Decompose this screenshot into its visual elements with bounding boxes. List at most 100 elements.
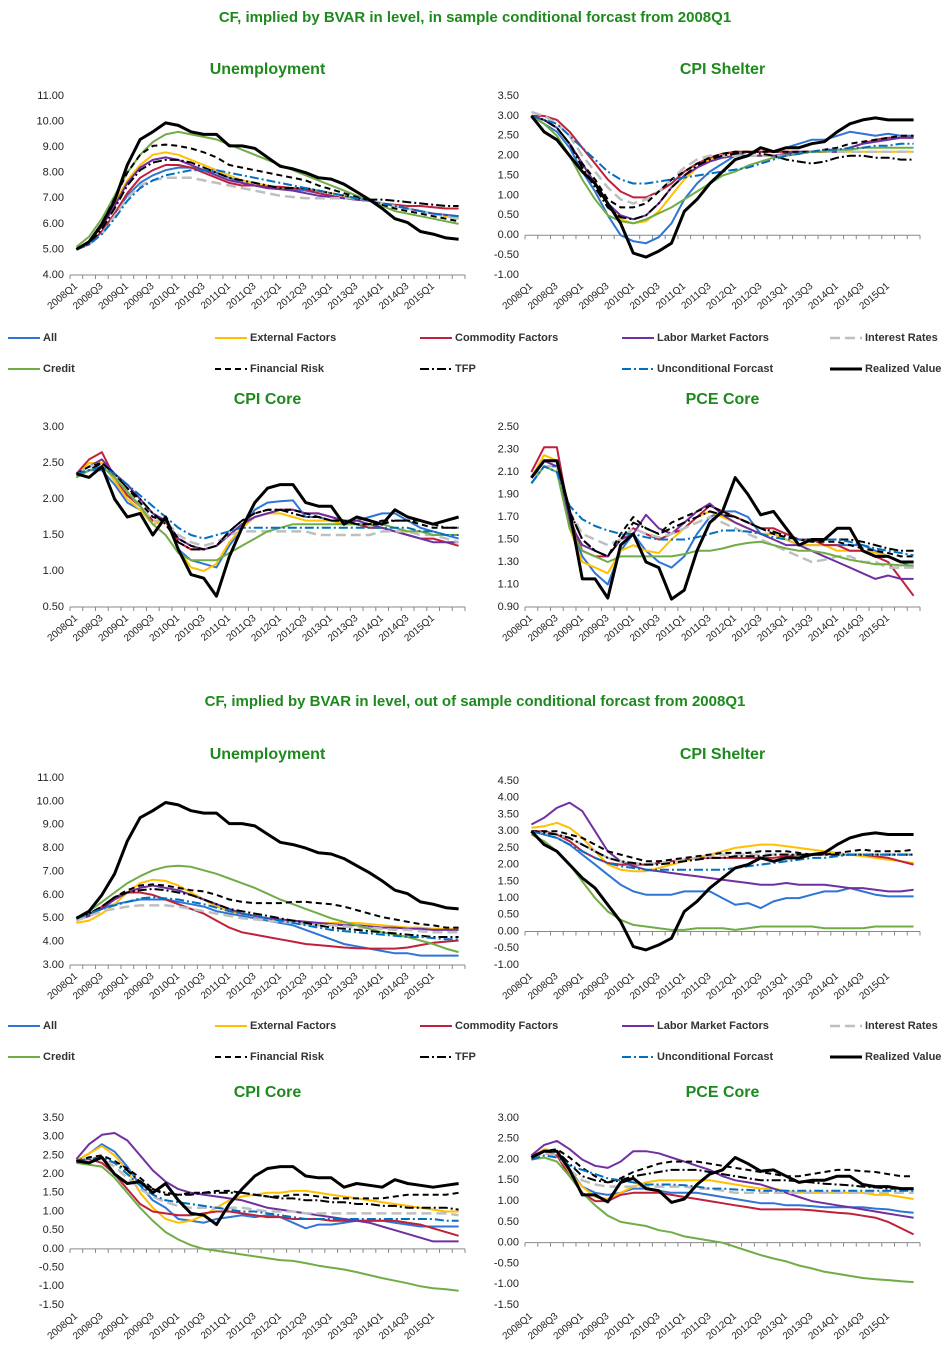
y-tick-label: 2.50	[498, 130, 519, 142]
y-tick-label: 1.90	[498, 488, 519, 500]
y-tick-label: 2.50	[498, 421, 519, 433]
series-line	[76, 884, 459, 931]
legend-label: Labor Market Factors	[657, 332, 769, 344]
series-line	[530, 465, 914, 567]
series-line	[530, 459, 914, 558]
y-tick-label: 0.00	[498, 229, 519, 241]
y-tick-label: -0.50	[494, 942, 519, 954]
chart-title: CPI Core	[234, 391, 302, 408]
y-tick-label: 3.00	[43, 1131, 64, 1143]
y-tick-label: 0.50	[43, 1224, 64, 1236]
legend-label: All	[43, 332, 57, 344]
series-line	[76, 896, 459, 941]
series-line	[530, 830, 914, 952]
series-line	[531, 1154, 914, 1192]
y-tick-label: 0.00	[498, 1237, 519, 1249]
y-tick-label: 6.00	[43, 889, 64, 901]
y-tick-label: 4.50	[498, 775, 519, 787]
series-line	[75, 904, 459, 934]
y-tick-label: 1.00	[43, 565, 64, 577]
y-tick-label: 11.00	[37, 772, 64, 784]
y-tick-label: 6.00	[43, 218, 64, 230]
legend-label: External Factors	[250, 332, 336, 344]
y-tick-label: 1.50	[498, 1174, 519, 1186]
series-line	[530, 115, 914, 225]
y-tick-label: 2.00	[498, 859, 519, 871]
series-line	[75, 469, 459, 569]
y-tick-label: -1.00	[494, 269, 519, 281]
series-line	[530, 465, 914, 557]
series-line	[530, 833, 914, 931]
y-tick-label: 1.30	[498, 556, 519, 568]
series-line	[76, 1155, 459, 1227]
legend-label: Realized Value	[865, 363, 941, 375]
chart-title: CPI Shelter	[680, 746, 765, 763]
y-tick-label: 2.30	[498, 443, 519, 455]
series-line	[75, 1143, 459, 1230]
legend-label: Financial Risk	[250, 363, 325, 375]
y-tick-label: 8.00	[43, 167, 64, 179]
series-line	[531, 830, 914, 871]
y-tick-label: -0.50	[494, 1257, 519, 1269]
series-line	[75, 864, 459, 954]
y-tick-label: 1.00	[498, 892, 519, 904]
series-line	[76, 169, 459, 251]
series-line	[76, 1154, 459, 1200]
series-line	[76, 465, 459, 540]
legend-label: Interest Rates	[865, 332, 938, 344]
y-tick-label: 2.00	[43, 1168, 64, 1180]
chart-title: Unemployment	[210, 746, 326, 763]
series-line	[76, 898, 459, 957]
y-tick-label: 1.50	[498, 533, 519, 545]
y-tick-label: 3.00	[498, 1112, 519, 1124]
y-tick-label: 10.00	[36, 795, 64, 807]
chart-title: CPI Core	[234, 1084, 302, 1101]
y-tick-label: -0.50	[494, 249, 519, 261]
y-tick-label: 8.00	[43, 842, 64, 854]
section-title: CF, implied by BVAR in level, in sample …	[219, 9, 731, 26]
series-line	[531, 830, 914, 863]
series-line	[75, 1145, 459, 1224]
y-tick-label: 2.50	[498, 1133, 519, 1145]
chart-title: PCE Core	[686, 1084, 760, 1101]
series-line	[530, 1148, 914, 1184]
y-tick-label: -1.00	[39, 1280, 64, 1292]
series-line	[530, 1150, 914, 1191]
legend-label: Unconditional Forcast	[657, 1051, 773, 1063]
y-tick-label: 4.00	[43, 936, 64, 948]
y-tick-label: 0.90	[498, 601, 519, 613]
y-tick-label: 1.50	[43, 1187, 64, 1199]
y-tick-label: 0.00	[498, 925, 519, 937]
y-tick-label: 2.00	[498, 1153, 519, 1165]
y-tick-label: 1.50	[43, 529, 64, 541]
series-line	[530, 465, 915, 586]
y-tick-label: 10.00	[36, 115, 64, 127]
series-line	[531, 114, 914, 221]
y-tick-label: 5.00	[43, 243, 64, 255]
series-line	[76, 1161, 459, 1292]
legend-label: Unconditional Forcast	[657, 363, 773, 375]
legend-label: Realized Value	[865, 1051, 941, 1063]
legend-label: Financial Risk	[250, 1051, 325, 1063]
y-tick-label: 2.50	[43, 457, 64, 469]
y-tick-label: 0.50	[498, 1216, 519, 1228]
legend-label: Labor Market Factors	[657, 1020, 769, 1032]
series-line	[531, 114, 914, 209]
series-line	[531, 1156, 914, 1284]
y-tick-label: 7.00	[43, 865, 64, 877]
series-line	[531, 1150, 915, 1236]
y-tick-label: 1.50	[498, 169, 519, 181]
y-tick-label: 7.00	[43, 192, 64, 204]
y-tick-label: 2.00	[43, 493, 64, 505]
series-line	[531, 830, 914, 910]
legend-label: TFP	[455, 363, 476, 375]
legend-label: Commodity Factors	[455, 1020, 558, 1032]
y-tick-label: 3.00	[43, 421, 64, 433]
series-line	[76, 883, 459, 929]
y-tick-label: 9.00	[43, 141, 64, 153]
series-line	[76, 888, 459, 938]
y-tick-label: 2.50	[43, 1149, 64, 1161]
y-tick-label: 1.00	[498, 1195, 519, 1207]
series-line	[76, 891, 459, 950]
y-tick-label: -0.50	[39, 1262, 64, 1274]
